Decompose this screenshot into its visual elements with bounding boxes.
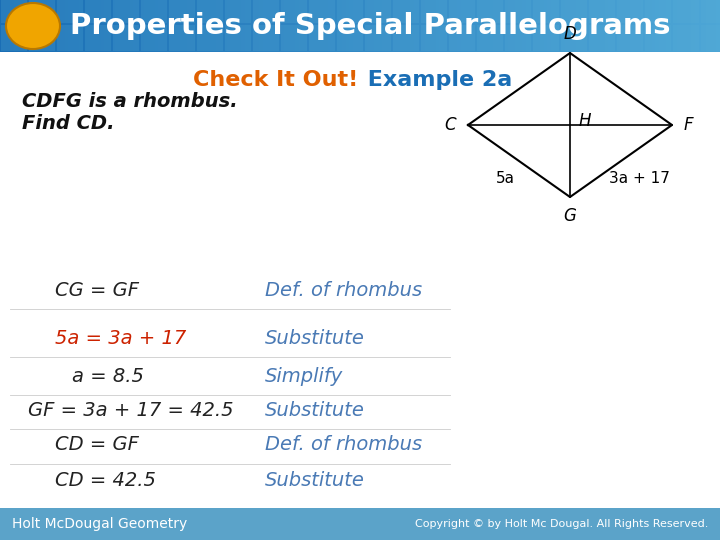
Bar bbox=[673, 0, 699, 23]
Bar bbox=[281, 0, 307, 23]
Bar bbox=[337, 25, 363, 51]
Bar bbox=[701, 0, 720, 23]
Bar bbox=[85, 25, 111, 51]
Bar bbox=[477, 25, 503, 51]
Bar bbox=[85, 0, 111, 23]
Text: a = 8.5: a = 8.5 bbox=[72, 367, 144, 386]
Bar bbox=[309, 25, 335, 51]
Text: 3a + 17: 3a + 17 bbox=[608, 171, 670, 186]
Text: F: F bbox=[684, 116, 693, 134]
Bar bbox=[533, 25, 559, 51]
Bar bbox=[281, 25, 307, 51]
Text: H: H bbox=[579, 112, 592, 130]
Text: CDFG is a rhombus.: CDFG is a rhombus. bbox=[22, 92, 238, 111]
Bar bbox=[561, 25, 587, 51]
Bar bbox=[533, 0, 559, 23]
Text: C: C bbox=[444, 116, 456, 134]
Text: Substitute: Substitute bbox=[265, 401, 365, 420]
Text: CD = GF: CD = GF bbox=[55, 435, 139, 455]
Bar bbox=[57, 25, 83, 51]
Text: Copyright © by Holt Mc Dougal. All Rights Reserved.: Copyright © by Holt Mc Dougal. All Right… bbox=[415, 519, 708, 529]
Bar bbox=[253, 0, 279, 23]
Text: Example 2a: Example 2a bbox=[360, 70, 512, 90]
Bar bbox=[169, 0, 195, 23]
Bar bbox=[253, 25, 279, 51]
Text: CG = GF: CG = GF bbox=[55, 280, 139, 300]
Text: Def. of rhombus: Def. of rhombus bbox=[265, 280, 422, 300]
Bar bbox=[113, 25, 139, 51]
Bar bbox=[365, 25, 391, 51]
Bar bbox=[617, 0, 643, 23]
Bar bbox=[197, 25, 223, 51]
Bar bbox=[29, 0, 55, 23]
Bar bbox=[561, 0, 587, 23]
Bar bbox=[225, 25, 251, 51]
Bar bbox=[449, 25, 475, 51]
Text: 5a = 3a + 17: 5a = 3a + 17 bbox=[55, 328, 186, 348]
Bar bbox=[645, 0, 671, 23]
Bar bbox=[169, 25, 195, 51]
Text: Substitute: Substitute bbox=[265, 328, 365, 348]
Bar bbox=[645, 25, 671, 51]
Text: Simplify: Simplify bbox=[265, 367, 343, 386]
Bar bbox=[617, 25, 643, 51]
Text: Find CD.: Find CD. bbox=[22, 114, 114, 133]
Text: CD = 42.5: CD = 42.5 bbox=[55, 470, 156, 489]
Bar bbox=[1, 0, 27, 23]
Bar bbox=[29, 25, 55, 51]
Bar bbox=[365, 0, 391, 23]
Bar bbox=[0, 508, 720, 540]
Bar bbox=[141, 25, 167, 51]
Bar bbox=[141, 0, 167, 23]
Bar bbox=[421, 0, 447, 23]
Text: Def. of rhombus: Def. of rhombus bbox=[265, 435, 422, 455]
Text: G: G bbox=[564, 207, 577, 225]
Bar bbox=[57, 0, 83, 23]
Bar bbox=[393, 0, 419, 23]
Bar bbox=[225, 0, 251, 23]
Bar bbox=[589, 25, 615, 51]
Bar bbox=[673, 25, 699, 51]
Ellipse shape bbox=[6, 3, 60, 49]
Bar bbox=[113, 0, 139, 23]
Text: Substitute: Substitute bbox=[265, 470, 365, 489]
Bar bbox=[197, 0, 223, 23]
Text: Properties of Special Parallelograms: Properties of Special Parallelograms bbox=[70, 12, 670, 40]
Bar bbox=[337, 0, 363, 23]
Bar bbox=[393, 25, 419, 51]
Bar bbox=[505, 25, 531, 51]
Bar bbox=[1, 25, 27, 51]
Text: D: D bbox=[564, 25, 577, 43]
Text: 5a: 5a bbox=[495, 171, 515, 186]
Bar bbox=[505, 0, 531, 23]
Bar bbox=[421, 25, 447, 51]
Bar bbox=[309, 0, 335, 23]
Bar bbox=[701, 25, 720, 51]
Bar bbox=[477, 0, 503, 23]
Text: GF = 3a + 17 = 42.5: GF = 3a + 17 = 42.5 bbox=[28, 401, 233, 420]
Bar bbox=[449, 0, 475, 23]
Text: Check It Out!: Check It Out! bbox=[193, 70, 358, 90]
Text: Holt McDougal Geometry: Holt McDougal Geometry bbox=[12, 517, 187, 531]
Bar bbox=[589, 0, 615, 23]
